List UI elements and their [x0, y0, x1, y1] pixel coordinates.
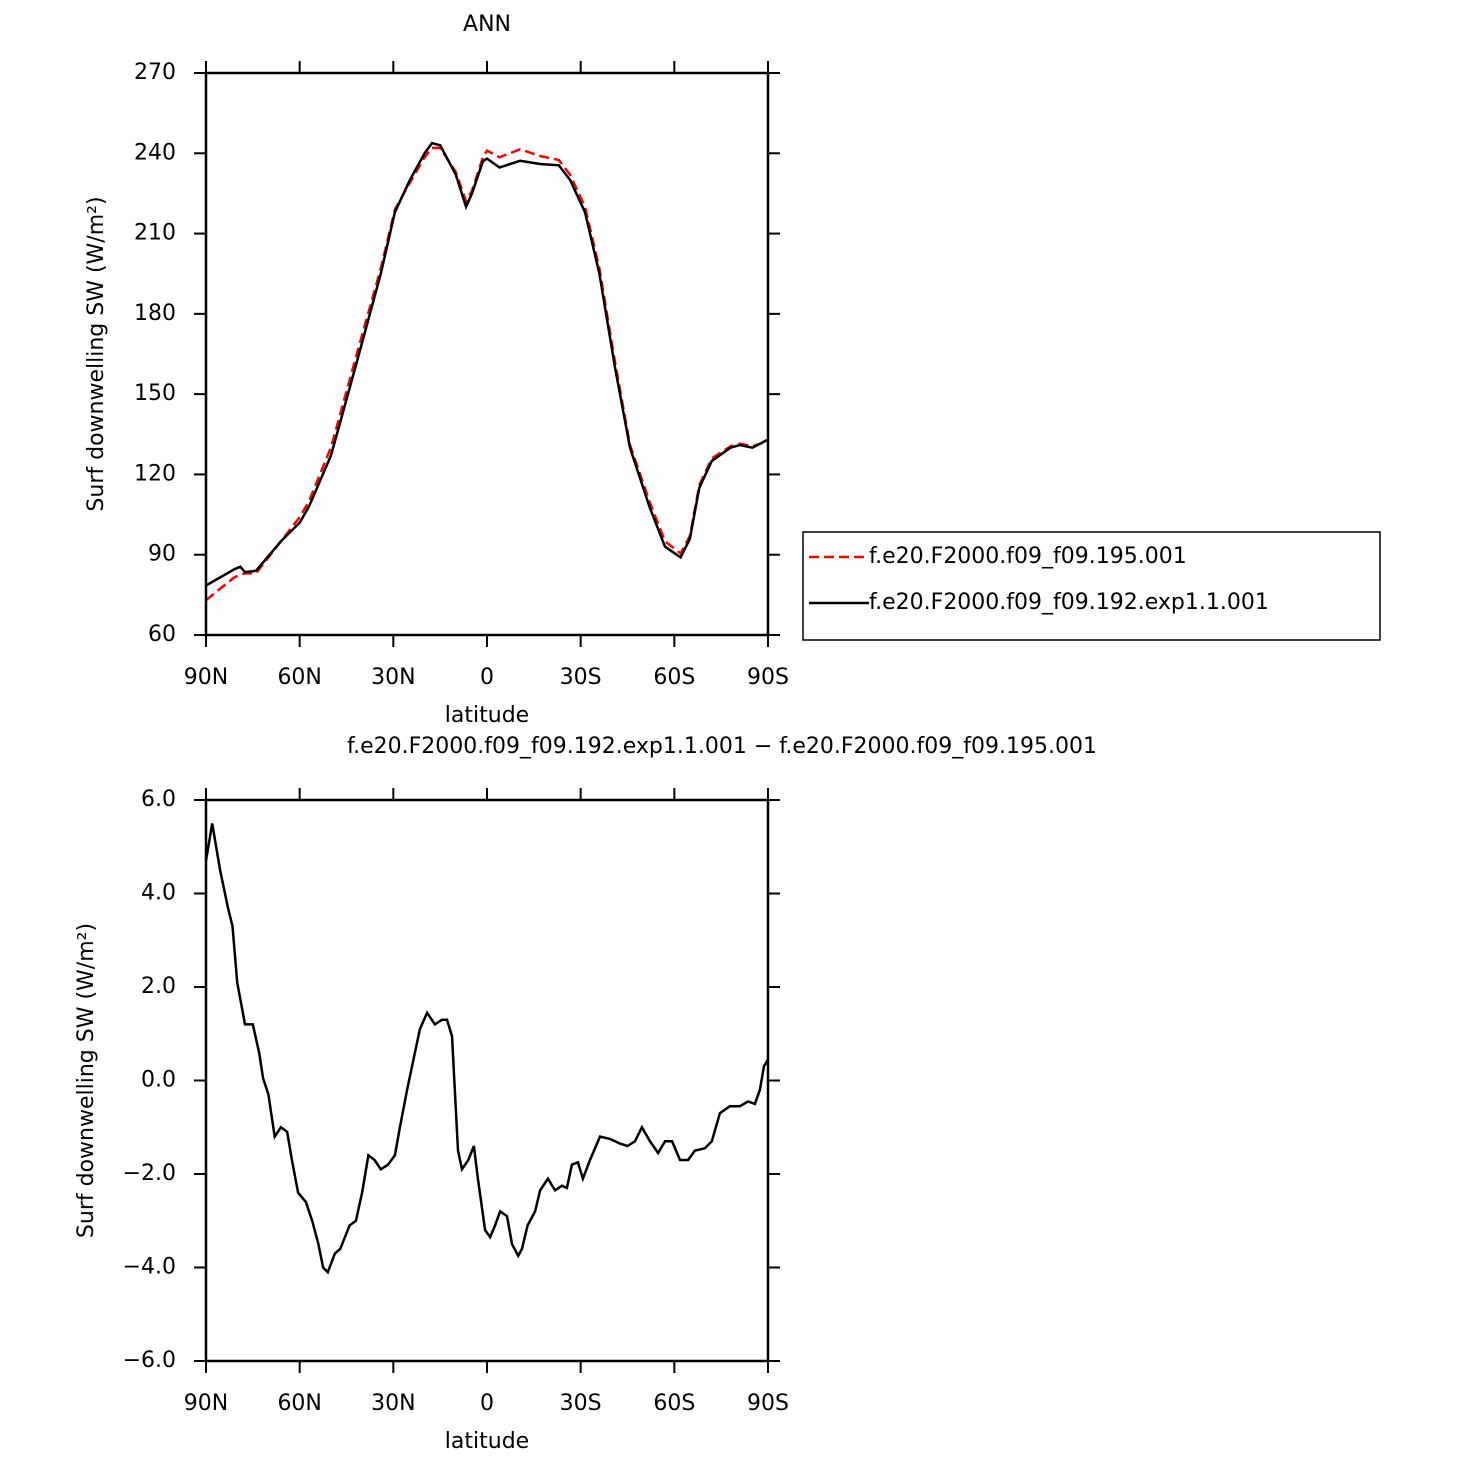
x-tick-label: 30S	[560, 665, 602, 690]
y-tick-label: 210	[134, 221, 176, 246]
y-tick-label: −6.0	[123, 1348, 176, 1373]
legend-box	[802, 531, 1381, 641]
x-tick-label: 0	[480, 1391, 494, 1416]
y-tick-label: 150	[134, 381, 176, 406]
x-axis-label: latitude	[445, 1429, 529, 1454]
chart-title: f.e20.F2000.f09_f09.192.exp1.1.001 − f.e…	[347, 734, 1097, 759]
x-tick-label: 90S	[747, 665, 789, 690]
chart-title: ANN	[463, 12, 511, 37]
x-tick-label: 90S	[747, 1391, 789, 1416]
x-axis-label: latitude	[445, 703, 529, 728]
x-tick-label: 60S	[653, 665, 695, 690]
y-axis-label: Surf downwelling SW (W/m²)	[74, 923, 99, 1238]
x-tick-label: 60N	[277, 1391, 321, 1416]
y-tick-label: 90	[148, 542, 176, 567]
x-tick-label: 0	[480, 665, 494, 690]
y-tick-label: −4.0	[123, 1255, 176, 1280]
y-tick-label: 270	[134, 60, 176, 85]
plot-frame	[204, 798, 770, 1363]
y-tick-label: 240	[134, 140, 176, 165]
y-tick-label: −2.0	[123, 1161, 176, 1186]
x-tick-label: 30S	[560, 1391, 602, 1416]
legend-label: f.e20.F2000.f09_f09.192.exp1.1.001	[869, 590, 1269, 615]
y-tick-label: 120	[134, 461, 176, 486]
y-axis-label: Surf downwelling SW (W/m²)	[84, 196, 109, 511]
y-tick-label: 180	[134, 301, 176, 326]
y-tick-label: 2.0	[141, 974, 176, 999]
x-tick-label: 30N	[371, 665, 415, 690]
y-tick-label: 6.0	[141, 787, 176, 812]
x-tick-label: 30N	[371, 1391, 415, 1416]
series-line	[205, 146, 769, 602]
y-tick-label: 60	[148, 622, 176, 647]
x-tick-label: 60N	[277, 665, 321, 690]
series-line	[204, 823, 770, 1275]
x-tick-label: 60S	[653, 1391, 695, 1416]
x-tick-label: 90N	[184, 1391, 228, 1416]
plot-frame	[204, 71, 770, 637]
y-tick-label: 0.0	[141, 1068, 176, 1093]
x-tick-label: 90N	[184, 665, 228, 690]
series-line	[205, 141, 769, 587]
y-tick-label: 4.0	[141, 881, 176, 906]
legend-label: f.e20.F2000.f09_f09.195.001	[869, 544, 1187, 569]
